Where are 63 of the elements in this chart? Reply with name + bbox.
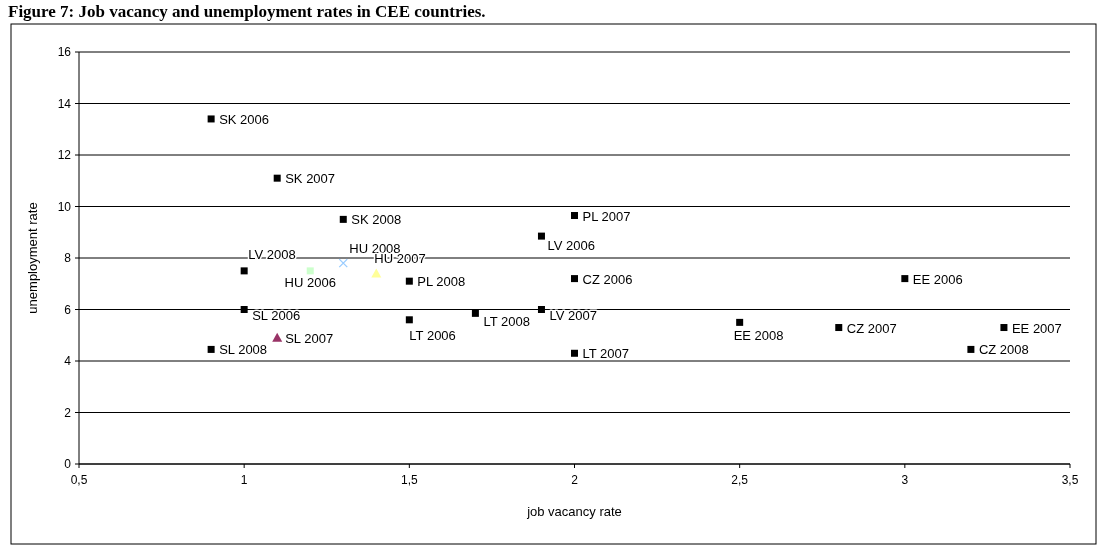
chart-title: Figure 7: Job vacancy and unemployment rates in CEE countries. xyxy=(8,2,486,21)
point xyxy=(967,345,975,353)
point xyxy=(736,318,744,326)
series-label: CZ 2006 xyxy=(582,271,633,287)
series-label: EE 2006 xyxy=(912,271,963,287)
y-tick-label: 8 xyxy=(64,251,72,265)
y-axis-title: unemployment rate xyxy=(25,202,40,314)
point xyxy=(537,306,545,313)
x-tick-label: 2,5 xyxy=(731,473,749,487)
point xyxy=(471,309,479,317)
y-tick-label: 2 xyxy=(64,405,72,420)
y-tick-label: 4 xyxy=(64,354,72,368)
point xyxy=(338,258,348,268)
y-tick-label: 14 xyxy=(57,96,72,111)
series-label: CZ 2008 xyxy=(978,342,1029,358)
series-label: SK 2007 xyxy=(285,171,336,187)
point xyxy=(835,324,843,332)
point xyxy=(537,232,545,240)
series-label: SL 2006 xyxy=(252,307,301,323)
point xyxy=(571,275,578,283)
y-tick-label: 0 xyxy=(64,457,72,471)
series-label: SK 2008 xyxy=(351,212,402,228)
point xyxy=(273,174,281,182)
x-tick-label: 3,5 xyxy=(1061,473,1079,487)
series-label: EE 2007 xyxy=(1011,320,1062,336)
point xyxy=(405,277,413,285)
series-label: LV 2006 xyxy=(547,238,595,254)
x-axis-title: job vacancy rate xyxy=(526,504,622,519)
series-label: PL 2008 xyxy=(417,274,466,290)
point xyxy=(240,306,248,313)
series-label: CZ 2007 xyxy=(846,320,897,336)
series-label: LV 2008 xyxy=(248,246,296,262)
x-tick-label: 3 xyxy=(901,473,909,487)
series-label: SL 2008 xyxy=(219,342,268,358)
series-label: SL 2007 xyxy=(285,330,334,346)
x-tick-label: 1,5 xyxy=(400,473,418,487)
point xyxy=(901,275,909,283)
x-tick-label: 1 xyxy=(240,473,248,487)
point xyxy=(371,268,382,278)
series-label: LT 2006 xyxy=(409,327,456,343)
x-tick-label: 0,5 xyxy=(70,473,88,487)
point xyxy=(272,332,283,342)
point xyxy=(405,316,413,324)
series-label: EE 2008 xyxy=(733,328,784,344)
y-tick-label: 12 xyxy=(57,148,72,162)
point xyxy=(571,212,578,220)
point xyxy=(207,115,215,123)
series-label: PL 2007 xyxy=(582,208,631,224)
point xyxy=(207,345,215,353)
point xyxy=(339,215,347,223)
point xyxy=(240,267,248,275)
x-tick-label: 2 xyxy=(571,473,579,487)
y-tick-label: 16 xyxy=(57,45,72,59)
point xyxy=(571,349,578,357)
series-label: LV 2007 xyxy=(549,307,597,323)
point xyxy=(1000,324,1008,332)
series-label: HU 2006 xyxy=(284,274,336,290)
series-label: LT 2007 xyxy=(582,346,630,362)
y-tick-label: 6 xyxy=(64,302,72,317)
y-tick-label: 10 xyxy=(57,199,72,214)
point xyxy=(306,267,314,275)
series-label: LT 2008 xyxy=(483,314,530,330)
series-label: SK 2006 xyxy=(219,111,270,127)
